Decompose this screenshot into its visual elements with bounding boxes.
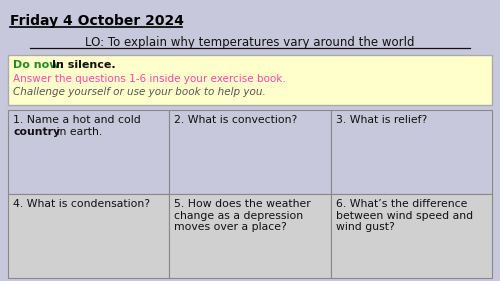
Bar bbox=[170, 194, 330, 278]
Text: Challenge yourself or use your book to help you.: Challenge yourself or use your book to h… bbox=[13, 87, 266, 97]
Text: 6. What’s the difference
between wind speed and
wind gust?: 6. What’s the difference between wind sp… bbox=[336, 199, 473, 232]
Bar bbox=[170, 110, 330, 194]
Text: 4. What is condensation?: 4. What is condensation? bbox=[13, 199, 150, 209]
Text: 5. How does the weather
change as a depression
moves over a place?: 5. How does the weather change as a depr… bbox=[174, 199, 311, 232]
Text: in earth.: in earth. bbox=[53, 127, 102, 137]
Text: 3. What is relief?: 3. What is relief? bbox=[336, 115, 427, 125]
Bar bbox=[8, 110, 170, 194]
Text: Answer the questions 1-6 inside your exercise book.: Answer the questions 1-6 inside your exe… bbox=[13, 74, 286, 84]
Text: 1. Name a hot and cold: 1. Name a hot and cold bbox=[13, 115, 141, 125]
Bar bbox=[330, 194, 492, 278]
Text: Friday 4 October 2024: Friday 4 October 2024 bbox=[10, 14, 184, 28]
Text: In silence.: In silence. bbox=[52, 60, 116, 70]
Text: 2. What is convection?: 2. What is convection? bbox=[174, 115, 298, 125]
Bar bbox=[8, 194, 170, 278]
Text: country: country bbox=[13, 127, 60, 137]
Bar bbox=[330, 110, 492, 194]
Bar bbox=[8, 55, 492, 105]
Text: Do now:: Do now: bbox=[13, 60, 68, 70]
Text: LO: To explain why temperatures vary around the world: LO: To explain why temperatures vary aro… bbox=[85, 36, 415, 49]
